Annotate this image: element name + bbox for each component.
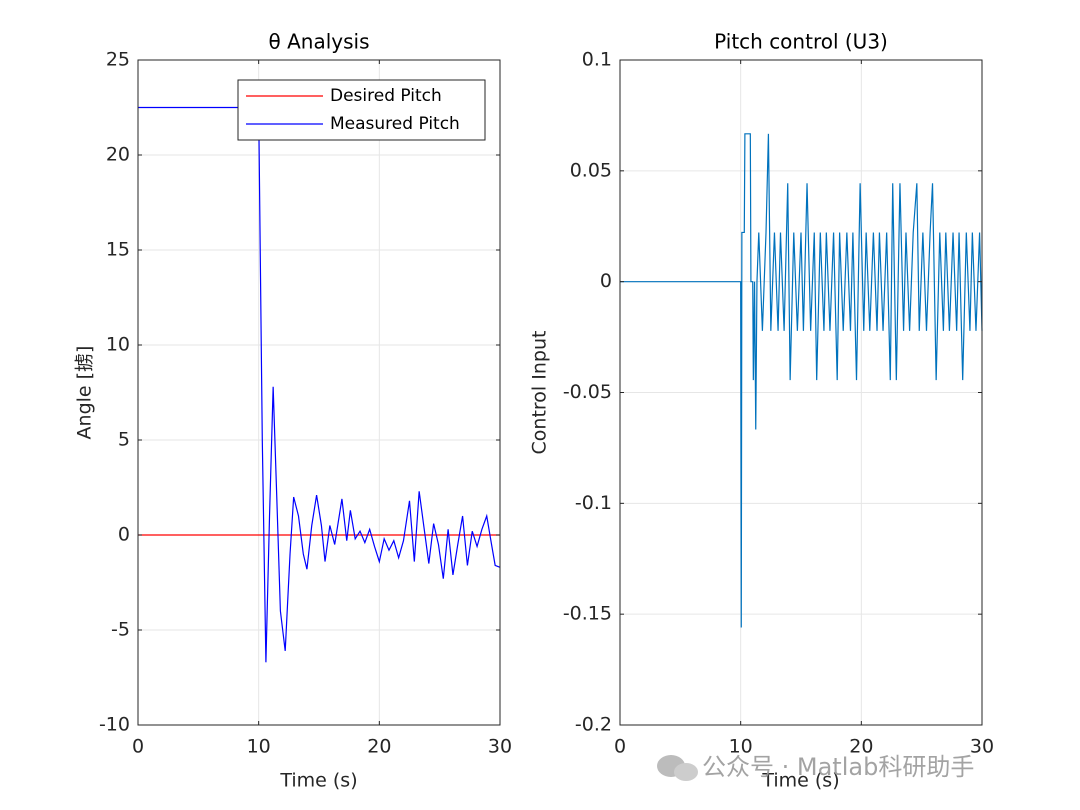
axes-box (137, 59, 501, 726)
y-tick-label: -5 (111, 619, 130, 641)
y-tick-label: 0.1 (582, 49, 612, 71)
x-tick-label: 30 (970, 736, 994, 758)
y-tick-label: 0 (118, 524, 130, 546)
y-tick-label: -0.2 (575, 714, 612, 736)
x-tick-label: 10 (729, 736, 753, 758)
y-tick-label: 15 (106, 239, 130, 261)
y-tick-label: -0.05 (563, 381, 612, 403)
x-tick-label: 0 (614, 736, 626, 758)
y-axis-label: Control Input (529, 331, 551, 455)
legend-box (237, 79, 486, 141)
subplot: 0 10 20 30 -0.2 -0.15 -0.1 -0.05 0 0.05 0.1 Pitch c… (529, 30, 995, 792)
watermark-text: 公众号 · Matlab科研助手 (702, 753, 974, 781)
subplot: 0 10 20 30 -10 -5 0 5 10 15 20 25 θ Analysis Time (s)… (74, 30, 513, 792)
y-tick-label: 20 (106, 144, 130, 166)
y-tick-label: 0 (600, 270, 612, 292)
x-tick-label: 20 (849, 736, 873, 758)
y-tick-label: -0.1 (575, 492, 612, 514)
y-tick-label: 0.05 (570, 159, 612, 181)
x-axis-label: Time (s) (279, 770, 357, 792)
data-line (138, 106, 501, 663)
x-tick-label: 0 (132, 736, 144, 758)
chart-title: θ Analysis (269, 30, 370, 54)
x-tick-label: 10 (247, 736, 271, 758)
watermark: 公众号 · Matlab科研助手 (657, 753, 974, 781)
data-line (620, 133, 983, 628)
legend-label: Desired Pitch (330, 86, 442, 106)
x-axis-label: Time (s) (761, 770, 839, 792)
chart-title: Pitch control (U3) (714, 30, 888, 54)
y-tick-label: -0.15 (563, 603, 612, 625)
y-axis-label: Angle [掳] (74, 346, 96, 440)
y-tick-label: 5 (118, 429, 130, 451)
y-tick-label: 10 (106, 334, 130, 356)
watermark-icon (674, 763, 698, 781)
y-tick-label: 25 (106, 49, 130, 71)
x-tick-label: 20 (367, 736, 391, 758)
plot-area (138, 60, 500, 725)
legend-label: Measured Pitch (330, 114, 460, 134)
y-tick-label: -10 (99, 714, 130, 736)
x-tick-label: 30 (488, 736, 512, 758)
